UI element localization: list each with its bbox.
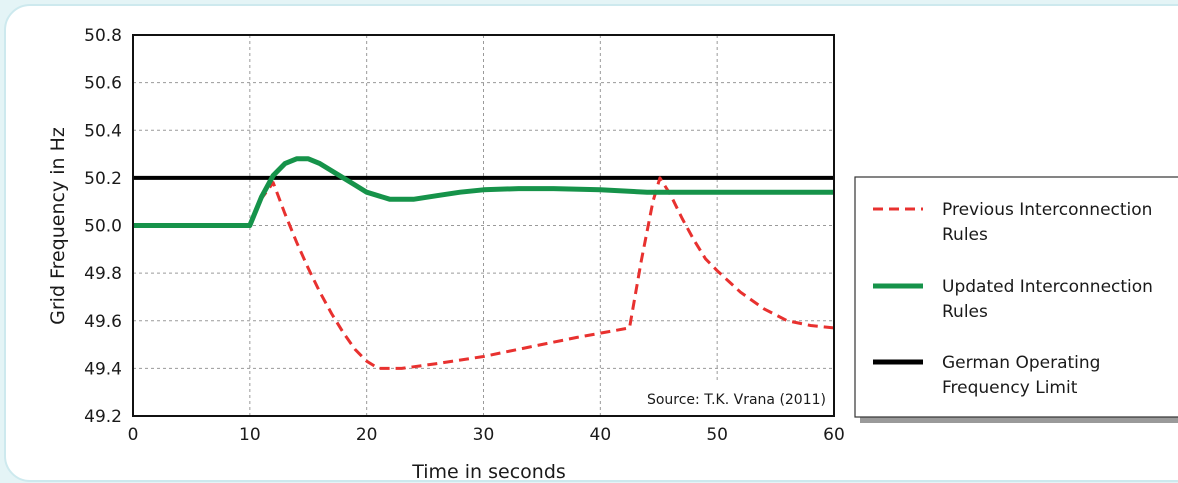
x-tick-label: 40 — [590, 425, 612, 445]
y-tick-label: 50.4 — [84, 121, 122, 141]
source-annotation: Source: T.K. Vrana (2011) — [647, 392, 826, 408]
legend-item-previous-interconnection-rules: Previous Interconnection Rules — [873, 200, 1152, 245]
x-tick-label: 0 — [128, 425, 139, 445]
y-tick-label: 49.8 — [84, 264, 122, 284]
y-axis-label: Grid Frequency in Hz — [47, 127, 69, 325]
x-axis-label: Time in seconds — [411, 461, 566, 482]
series-layer — [133, 156, 834, 370]
legend-label: Previous Interconnection — [942, 200, 1152, 220]
y-tick-label: 50.2 — [84, 169, 122, 189]
x-tick-label: 30 — [473, 425, 495, 445]
y-tick-label: 50.8 — [84, 26, 122, 46]
y-tick-label: 49.4 — [84, 359, 122, 379]
tick-labels: 0 10 20 30 40 50 60 49.2 49.4 49.6 49.8 50.0 50.2 50.… — [84, 26, 845, 445]
x-tick-label: 20 — [356, 425, 378, 445]
plot-border — [132, 34, 835, 417]
legend-box — [854, 176, 1178, 418]
legend-item-updated-interconnection-rules: Updated Interconnection Rules — [873, 277, 1153, 322]
series-line-previous-interconnection-rules — [133, 176, 834, 370]
legend-item-german-operating-frequency-limit: German Operating Frequency Limit — [873, 353, 1100, 398]
legend-label: Frequency Limit — [942, 378, 1078, 398]
legend-label: Rules — [942, 225, 988, 245]
y-tick-label: 50.0 — [84, 217, 122, 237]
legend-label: Updated Interconnection — [942, 277, 1153, 297]
y-tick-label: 49.2 — [84, 407, 122, 427]
chart-frame: 0 10 20 30 40 50 60 49.2 49.4 49.6 49.8 50.0 50.2 50.… — [4, 4, 1178, 482]
y-tick-label: 50.6 — [84, 74, 122, 94]
legend-label: German Operating — [942, 353, 1100, 373]
series-line-updated-interconnection-rules — [133, 156, 834, 228]
source-box — [608, 380, 833, 415]
y-tick-label: 49.6 — [84, 312, 122, 332]
x-tick-label: 60 — [823, 425, 845, 445]
chart-svg: 0 10 20 30 40 50 60 49.2 49.4 49.6 49.8 50.0 50.2 50.… — [47, 26, 1178, 482]
x-tick-label: 10 — [239, 425, 261, 445]
x-tick-label: 50 — [706, 425, 728, 445]
legend-label: Rules — [942, 302, 988, 322]
